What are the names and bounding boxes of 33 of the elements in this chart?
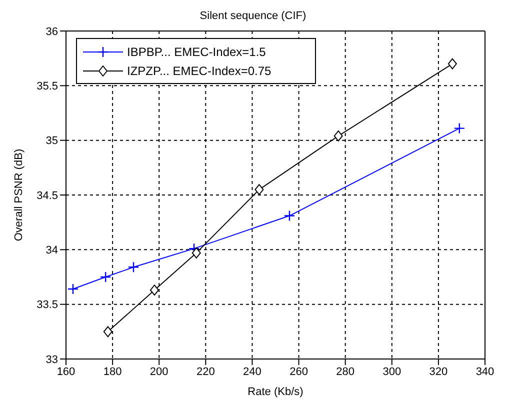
point [284,210,296,222]
x-tick-label: 160 [56,366,76,378]
y-tick-label: 33.5 [36,299,58,312]
x-tick-label: 260 [290,366,308,378]
point [334,130,343,142]
y-tick-label: 35.5 [36,80,58,93]
chart-title: Silent sequence (CIF) [198,9,308,24]
point [454,122,465,134]
x-axis-title: Rate (Kb/s) [248,386,304,398]
point [67,283,79,295]
point [192,247,201,258]
x-tick-label: 280 [336,366,355,378]
x-tick-label: 320 [429,366,448,378]
x-tick-label: 220 [196,366,215,378]
point [100,271,112,283]
x-tick-label: 200 [150,366,168,378]
point [254,184,264,196]
y-tick-label: 34.5 [36,190,58,202]
point [448,58,457,70]
y-tick-label: 35 [46,135,58,148]
point [150,284,159,296]
point [128,262,140,273]
x-tick-label: 180 [103,366,122,378]
legend-label: IBPBP... EMEC-Index=1.5 [127,44,266,58]
x-tick-label: 240 [243,366,262,378]
y-axis-title: Overall PSNR (dB) [12,148,25,242]
x-tick-label: 300 [382,366,402,378]
y-tick-label: 34 [46,244,58,257]
legend-label: IZPZP... EMEC-Index=0.75 [127,64,272,78]
x-tick-label: 340 [476,366,494,378]
point [103,326,112,338]
y-tick-label: 36 [46,26,58,38]
y-tick-label: 33 [46,354,58,366]
